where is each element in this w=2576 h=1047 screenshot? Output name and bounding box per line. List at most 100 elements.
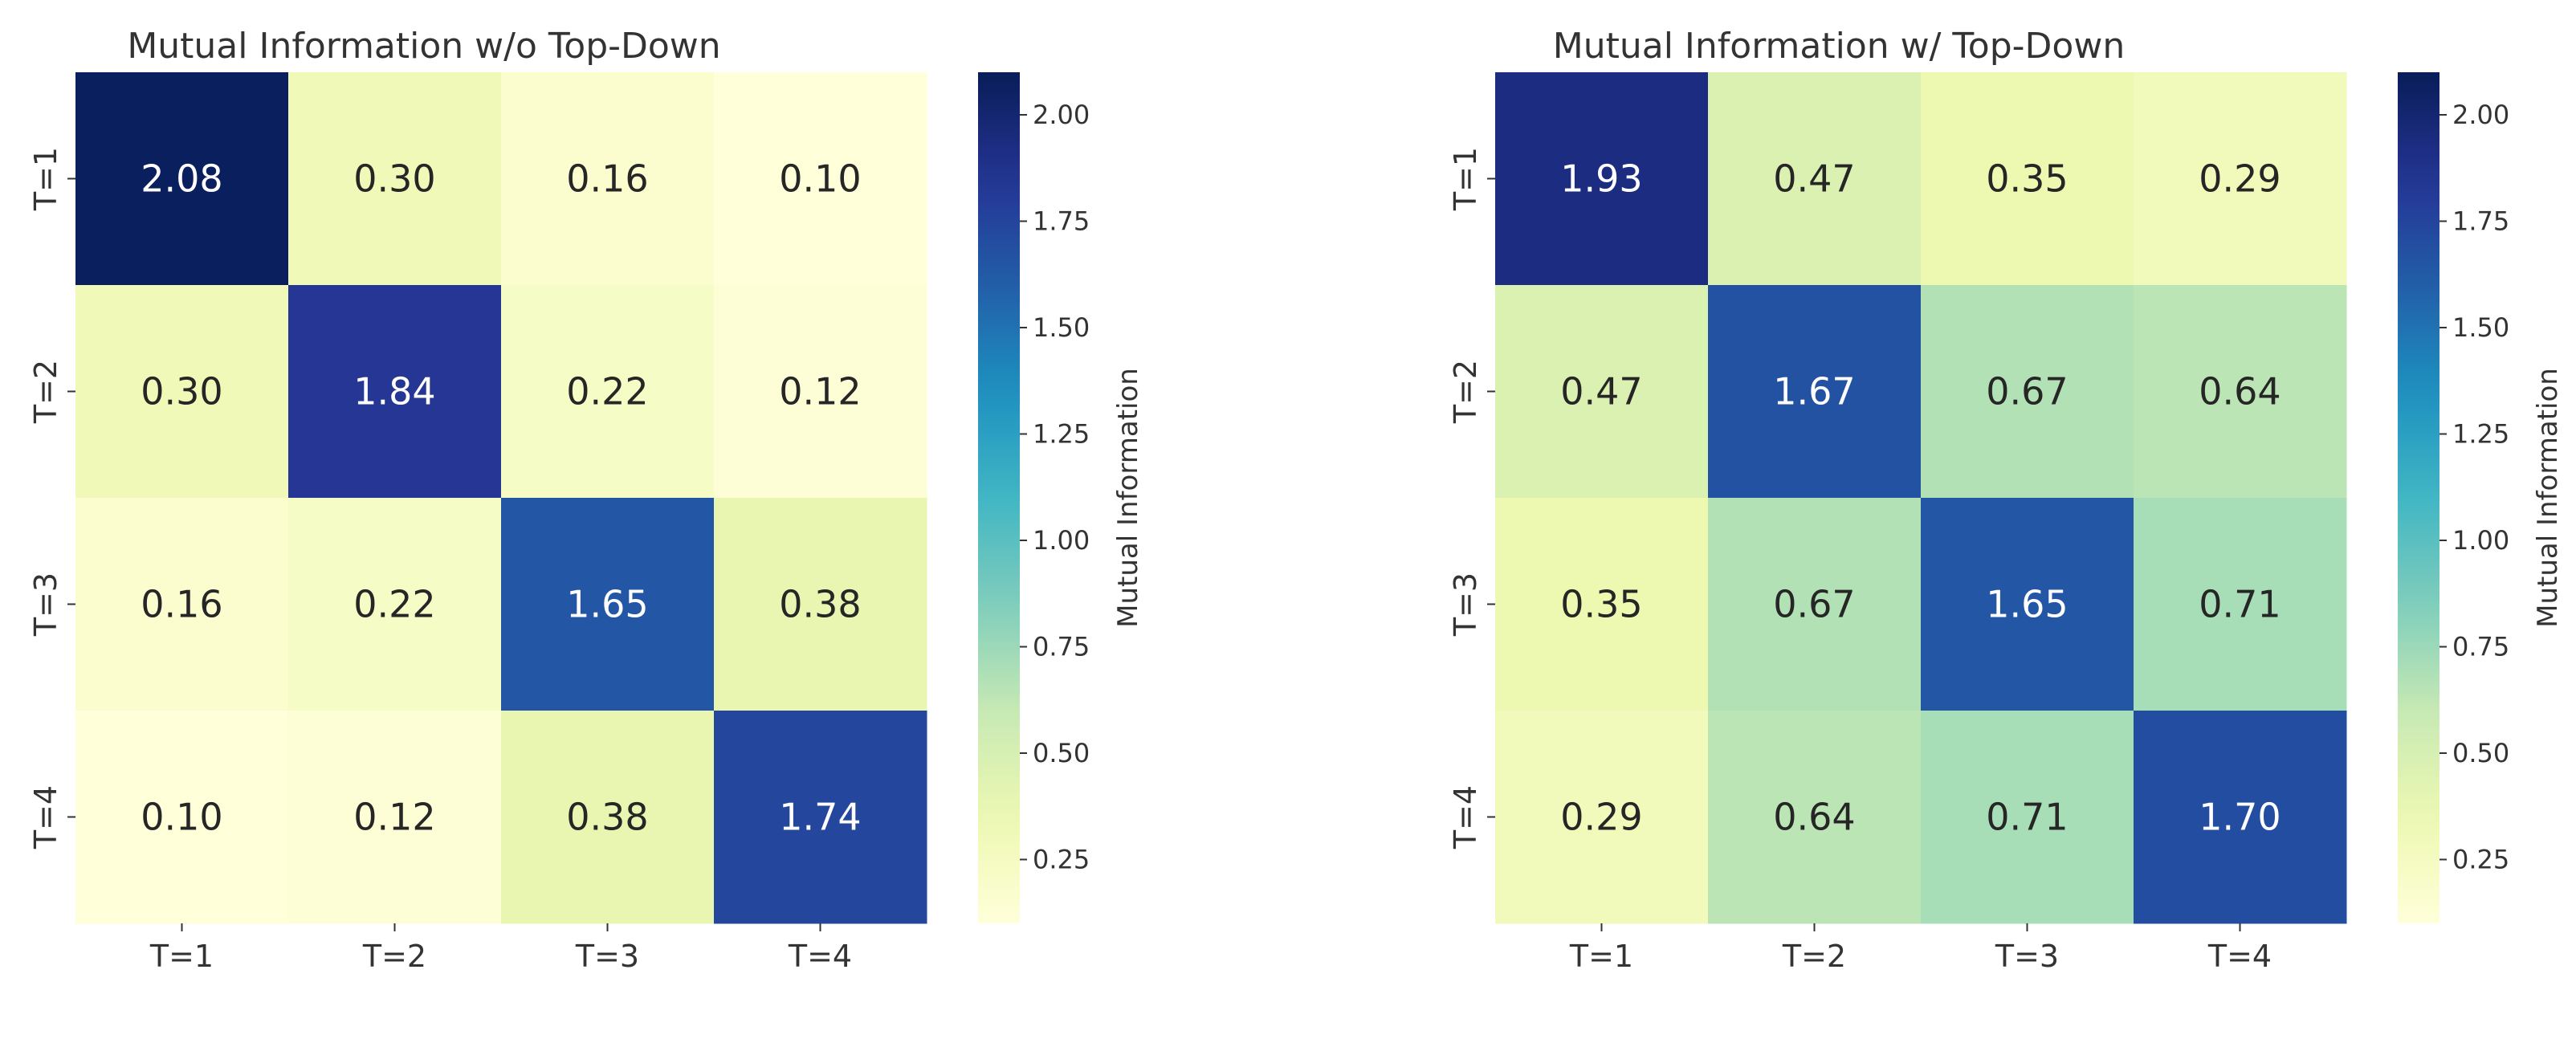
- y-tick-label: T=4: [1448, 785, 1483, 849]
- cell-value-label: 1.93: [1560, 157, 1642, 201]
- colorbar-gradient: [978, 72, 1020, 923]
- heatmap-cell: [1495, 711, 1709, 924]
- cell-value-label: 1.70: [2199, 796, 2280, 839]
- cell-value-label: 0.64: [2199, 370, 2280, 414]
- heatmap-cell: [1708, 711, 1922, 924]
- colorbar-tick-label: 2.00: [2452, 100, 2509, 130]
- colorbar-tick-label: 0.75: [2452, 632, 2509, 662]
- colorbar-tick-label: 1.50: [2452, 312, 2509, 343]
- heatmap-cell-labels: 1.93 0.47 0.35 0.29 0.47 1.67 0.67 0.64 0.35 0.67…: [1560, 157, 2280, 839]
- y-tick-label: T=2: [28, 360, 63, 424]
- heatmap-cell: [714, 72, 927, 286]
- x-axis: T=1 T=2 T=3 T=4: [1569, 923, 2272, 974]
- heatmap-panel-with-top-down: Mutual Information w/ Top-Down 1.93 0.47 0…: [1448, 26, 2564, 974]
- colorbar-label: Mutual Information: [1112, 368, 1144, 628]
- heatmap-cell: [288, 498, 502, 711]
- chart-title: Mutual Information w/o Top-Down: [127, 26, 720, 67]
- cell-value-label: 1.65: [1986, 583, 2068, 626]
- heatmap-cell: [1921, 711, 2134, 924]
- heatmap-cell: [75, 285, 289, 499]
- heatmap-cell-labels: 2.08 0.30 0.16 0.10 0.30 1.84 0.22 0.12 0.16 0.22…: [141, 157, 861, 839]
- colorbar-gradient: [2398, 72, 2439, 923]
- colorbar-tick-label: 1.50: [1033, 312, 1090, 343]
- heatmap-cell: [1708, 498, 1922, 711]
- cell-value-label: 0.10: [779, 157, 861, 201]
- heatmap-cell: [501, 72, 715, 286]
- cell-value-label: 0.71: [1986, 796, 2068, 839]
- heatmap-cell: [501, 711, 715, 924]
- cell-value-label: 0.30: [353, 157, 435, 201]
- cell-value-label: 0.38: [779, 583, 861, 626]
- heatmap-cell: [288, 711, 502, 924]
- heatmap-cell: [501, 498, 715, 711]
- heatmap-cells: [75, 72, 927, 924]
- cell-value-label: 0.12: [779, 370, 861, 414]
- cell-value-label: 0.30: [141, 370, 222, 414]
- colorbar-tick-label: 0.25: [2452, 845, 2509, 875]
- cell-value-label: 0.35: [1560, 583, 1642, 626]
- cell-value-label: 0.10: [141, 796, 222, 839]
- heatmap-panel-without-top-down: Mutual Information w/o Top-Down 2.08 0.30…: [28, 26, 1144, 974]
- heatmap-cell: [1708, 72, 1922, 286]
- cell-value-label: 0.67: [1773, 583, 1855, 626]
- y-tick-label: T=3: [1448, 572, 1483, 637]
- heatmap-cell: [1921, 498, 2134, 711]
- cell-value-label: 2.08: [141, 157, 222, 201]
- colorbar-tick-label: 1.00: [2452, 525, 2509, 556]
- cell-value-label: 1.65: [566, 583, 648, 626]
- colorbar-tick-label: 0.50: [1033, 738, 1090, 768]
- heatmap-cell: [1708, 285, 1922, 499]
- x-tick-label: T=2: [362, 939, 426, 974]
- y-tick-label: T=3: [28, 572, 63, 637]
- colorbar: 0.25 0.50 0.75 1.00 1.25 1.50 1.75 2.00: [978, 72, 1090, 923]
- chart-title: Mutual Information w/ Top-Down: [1553, 26, 2125, 67]
- cell-value-label: 0.29: [2199, 157, 2280, 201]
- cell-value-label: 0.38: [566, 796, 648, 839]
- heatmap-cell: [75, 72, 289, 286]
- heatmap-cell: [75, 711, 289, 924]
- colorbar-tick-label: 0.50: [2452, 738, 2509, 768]
- heatmap-cell: [2134, 72, 2347, 286]
- heatmap-cell: [714, 285, 927, 499]
- cell-value-label: 0.71: [2199, 583, 2280, 626]
- cell-value-label: 0.22: [353, 583, 435, 626]
- heatmap-cell: [1921, 72, 2134, 286]
- y-tick-label: T=2: [1448, 360, 1483, 424]
- colorbar: 0.25 0.50 0.75 1.00 1.25 1.50 1.75 2.00: [2398, 72, 2509, 923]
- cell-value-label: 0.29: [1560, 796, 1642, 839]
- x-tick-label: T=1: [1569, 939, 1633, 974]
- colorbar-tick-label: 0.75: [1033, 632, 1090, 662]
- cell-value-label: 1.74: [779, 796, 861, 839]
- colorbar-tick-label: 2.00: [1033, 100, 1090, 130]
- heatmap-cell: [1495, 72, 1709, 286]
- colorbar-tick-label: 0.25: [1033, 845, 1090, 875]
- x-tick-label: T=3: [1995, 939, 2059, 974]
- colorbar-tick-label: 1.75: [1033, 206, 1090, 237]
- heatmap-cell: [2134, 285, 2347, 499]
- heatmap-cell: [501, 285, 715, 499]
- colorbar-tick-label: 1.25: [1033, 419, 1090, 450]
- cell-value-label: 0.47: [1773, 157, 1855, 201]
- heatmap-cell: [1495, 498, 1709, 711]
- y-axis: T=1 T=2 T=3 T=4: [1448, 147, 1495, 849]
- cell-value-label: 0.16: [141, 583, 222, 626]
- x-tick-label: T=4: [2207, 939, 2272, 974]
- y-tick-label: T=4: [28, 785, 63, 849]
- heatmap-cell: [1495, 285, 1709, 499]
- colorbar-tick-label: 1.00: [1033, 525, 1090, 556]
- heatmap-cell: [75, 498, 289, 711]
- heatmap-cell: [714, 498, 927, 711]
- colorbar-label: Mutual Information: [2532, 368, 2564, 628]
- heatmap-cells: [1495, 72, 2347, 924]
- cell-value-label: 0.16: [566, 157, 648, 201]
- cell-value-label: 0.67: [1986, 370, 2068, 414]
- x-tick-label: T=3: [575, 939, 639, 974]
- colorbar-tick-label: 1.75: [2452, 206, 2509, 237]
- cell-value-label: 0.35: [1986, 157, 2068, 201]
- colorbar-tick-label: 1.25: [2452, 419, 2509, 450]
- cell-value-label: 1.84: [353, 370, 435, 414]
- heatmap-cell: [288, 285, 502, 499]
- x-tick-label: T=2: [1782, 939, 1846, 974]
- x-axis: T=1 T=2 T=3 T=4: [149, 923, 852, 974]
